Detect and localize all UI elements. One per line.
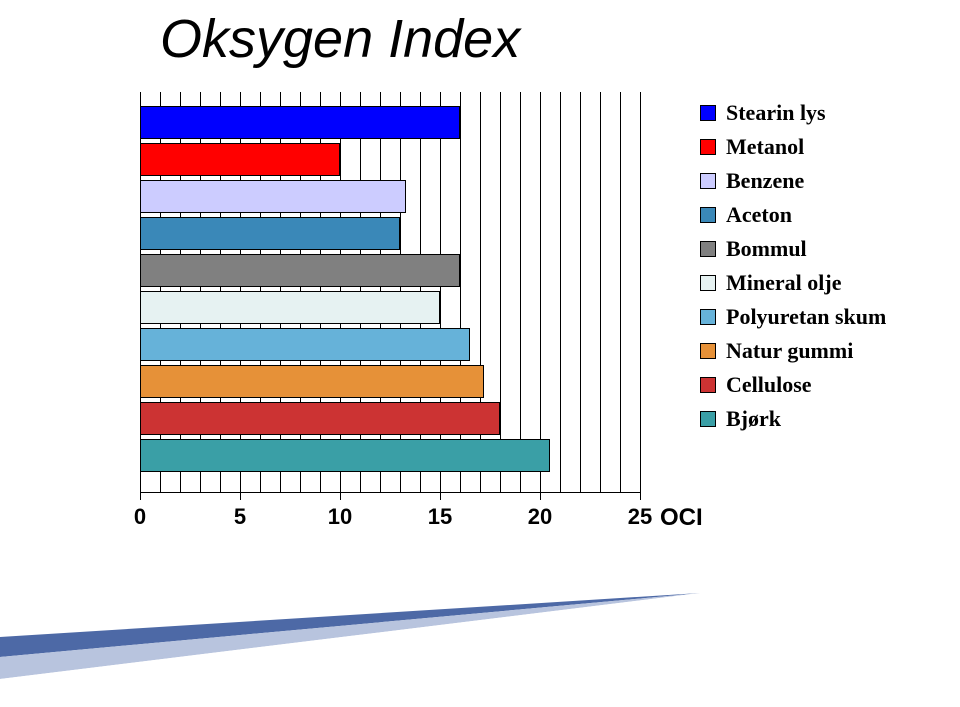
tick-mark: [540, 492, 541, 500]
tick-label: 5: [234, 504, 246, 530]
tick-mark: [640, 492, 641, 500]
bars: [140, 92, 640, 492]
tick-label: 15: [428, 504, 452, 530]
legend-item: Natur gummi: [700, 338, 930, 364]
bar-polyuretan-skum: [140, 328, 470, 361]
legend-label: Polyuretan skum: [726, 304, 886, 330]
legend: Stearin lys Metanol Benzene Aceton Bommul Min…: [700, 100, 930, 440]
legend-item: Cellulose: [700, 372, 930, 398]
legend-item: Polyuretan skum: [700, 304, 930, 330]
tick-mark: [440, 492, 441, 500]
legend-swatch: [700, 309, 716, 325]
legend-swatch: [700, 343, 716, 359]
legend-item: Aceton: [700, 202, 930, 228]
legend-label: Natur gummi: [726, 338, 853, 364]
legend-label: Metanol: [726, 134, 804, 160]
bar-stearin-lys: [140, 106, 460, 139]
bar-bjørk: [140, 439, 550, 472]
chart-title: Oksygen Index: [160, 8, 520, 70]
tick-label: 20: [528, 504, 552, 530]
tick-label: 10: [328, 504, 352, 530]
legend-label: Benzene: [726, 168, 804, 194]
legend-swatch: [700, 139, 716, 155]
legend-item: Benzene: [700, 168, 930, 194]
bar-metanol: [140, 143, 340, 176]
bar-natur-gummi: [140, 365, 484, 398]
bar-mineral-olje: [140, 291, 440, 324]
chart: 0510152025 OCI: [120, 92, 650, 532]
legend-swatch: [700, 173, 716, 189]
bar-benzene: [140, 180, 406, 213]
legend-swatch: [700, 241, 716, 257]
legend-item: Stearin lys: [700, 100, 930, 126]
legend-swatch: [700, 105, 716, 121]
x-axis: [140, 492, 640, 493]
plot-area: 0510152025: [140, 92, 640, 492]
tick-label: 25: [628, 504, 652, 530]
slide: Oksygen Index 0510152025 OCI Stearin lys…: [0, 0, 960, 707]
legend-label: Aceton: [726, 202, 792, 228]
gridline: [640, 92, 641, 492]
legend-label: Cellulose: [726, 372, 812, 398]
legend-swatch: [700, 275, 716, 291]
bar-bommul: [140, 254, 460, 287]
decorative-wedge: [0, 587, 960, 707]
legend-swatch: [700, 411, 716, 427]
x-axis-title: OCI: [660, 504, 703, 532]
legend-label: Bjørk: [726, 406, 781, 432]
tick-mark: [340, 492, 341, 500]
legend-label: Bommul: [726, 236, 807, 262]
legend-label: Stearin lys: [726, 100, 826, 126]
legend-swatch: [700, 207, 716, 223]
bar-cellulose: [140, 402, 500, 435]
tick-label: 0: [134, 504, 146, 530]
tick-mark: [140, 492, 141, 500]
legend-item: Bjørk: [700, 406, 930, 432]
legend-item: Bommul: [700, 236, 930, 262]
legend-item: Metanol: [700, 134, 930, 160]
legend-item: Mineral olje: [700, 270, 930, 296]
legend-swatch: [700, 377, 716, 393]
legend-label: Mineral olje: [726, 270, 841, 296]
bar-aceton: [140, 217, 400, 250]
tick-mark: [240, 492, 241, 500]
